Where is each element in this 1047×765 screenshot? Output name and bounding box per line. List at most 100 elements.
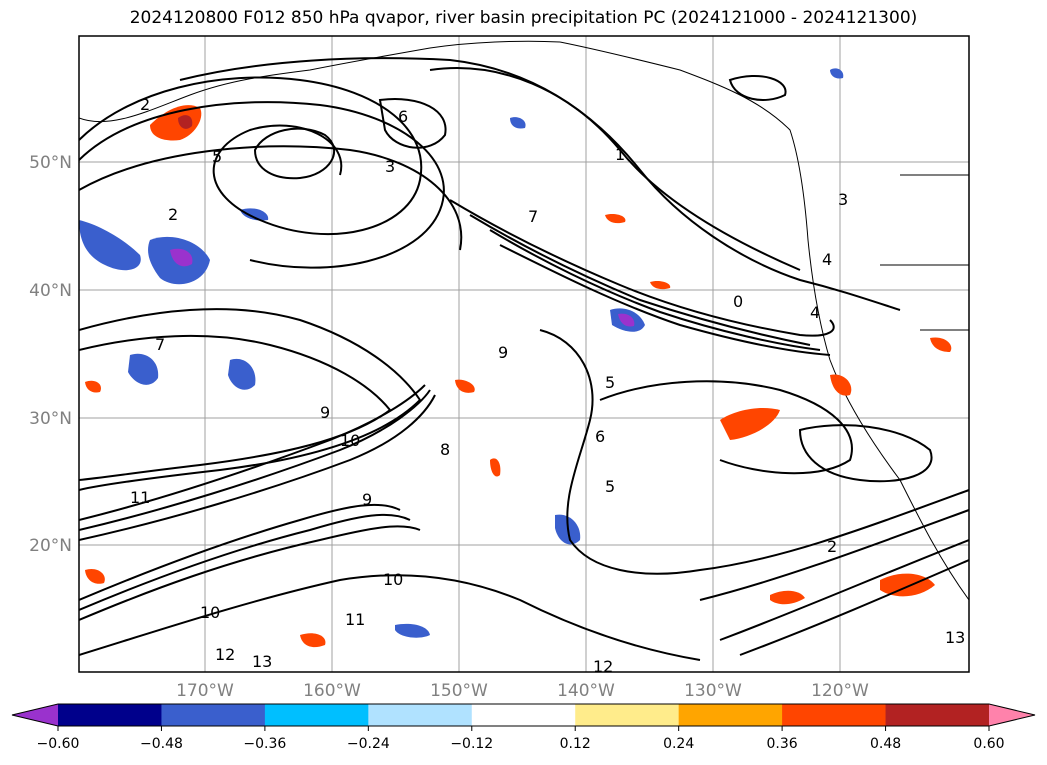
contour-line	[79, 513, 411, 611]
contour-label: 12	[593, 657, 613, 676]
lat-label: 20°N	[29, 536, 72, 556]
contour-line	[79, 389, 431, 531]
colorbar-tick-label: −0.48	[140, 736, 183, 752]
contour-line	[798, 424, 933, 483]
contour-line	[79, 145, 463, 251]
shade-negative	[510, 117, 526, 129]
shade-negative	[830, 68, 844, 79]
lon-label: 130°W	[684, 681, 742, 701]
contour-label: 11	[130, 488, 150, 507]
shade-positive	[85, 568, 105, 584]
contour-label: 10	[383, 570, 403, 589]
colorbar-cell	[161, 704, 266, 726]
colorbar-cell	[264, 704, 369, 726]
colorbar-tick-label: 0.36	[767, 736, 798, 752]
contour-label: 0	[733, 292, 743, 311]
contour-labels: 2 5 6 3 1 2 7 7 5 9 10 11 9 6 8 5 10 11 …	[130, 95, 965, 676]
contour-label: 9	[320, 403, 330, 422]
contour-line	[79, 384, 426, 521]
shade-negative	[240, 208, 269, 221]
colorbar-cell	[58, 704, 162, 726]
lon-label: 160°W	[303, 681, 361, 701]
lon-label: 140°W	[557, 681, 615, 701]
contour-label: 5	[605, 477, 615, 496]
lon-label: 150°W	[430, 681, 488, 701]
contour-line	[179, 57, 901, 311]
contour-line	[79, 574, 701, 661]
alaska-coast	[79, 40, 561, 123]
contour-label: 4	[822, 250, 832, 269]
contour-line	[429, 67, 801, 271]
shade-positive	[490, 458, 501, 477]
colorbar-cell	[471, 704, 576, 726]
shade-negative	[228, 358, 256, 390]
contour-line	[79, 394, 436, 541]
contour-line	[79, 503, 401, 601]
colorbar: −0.60 −0.48 −0.36 −0.24 −0.12 0.12 0.24 0.36 0.4…	[11, 703, 1036, 752]
shade-positive	[650, 280, 671, 290]
contour-label: 9	[498, 343, 508, 362]
contour-label: 1	[615, 145, 625, 164]
colorbar-tick-label: 0.24	[663, 736, 694, 752]
contour-label: 8	[440, 440, 450, 459]
colorbar-cell	[678, 704, 783, 726]
shade-positive	[880, 573, 935, 597]
contour-label: 2	[827, 537, 837, 556]
contour-label: 5	[212, 147, 222, 166]
contour-label: 13	[945, 628, 965, 647]
contour-label: 3	[838, 190, 848, 209]
contour-line	[599, 380, 853, 475]
qvapor-contours	[79, 57, 969, 661]
shade-positive	[830, 374, 852, 396]
graticule	[79, 36, 969, 672]
lat-label: 50°N	[29, 153, 72, 173]
contour-line	[539, 329, 969, 575]
contour-line	[699, 509, 969, 601]
shade-positive	[85, 380, 101, 393]
contour-line	[378, 98, 447, 149]
contour-line	[499, 244, 831, 356]
contour-label: 6	[398, 107, 408, 126]
colorbar-tick-label: −0.12	[450, 736, 493, 752]
contour-label: 7	[528, 207, 538, 226]
contour-line	[739, 559, 969, 656]
shade-positive	[720, 408, 780, 440]
colorbar-extend-high	[989, 704, 1035, 726]
colorbar-tick-label: −0.36	[243, 736, 286, 752]
shade-positive	[930, 337, 952, 352]
shade-negative	[170, 248, 193, 267]
shade-negative	[128, 353, 159, 385]
contour-label: 2	[168, 205, 178, 224]
shade-positive	[178, 115, 193, 129]
shade-negative	[618, 313, 635, 327]
lat-label: 30°N	[29, 409, 72, 429]
shade-positive	[150, 105, 202, 141]
contour-line	[728, 75, 787, 101]
contour-label: 5	[605, 373, 615, 392]
contour-label: 13	[252, 652, 272, 671]
contour-line	[79, 334, 392, 481]
colorbar-cell	[368, 704, 473, 726]
lon-label: 120°W	[811, 681, 869, 701]
map-area	[79, 36, 969, 672]
contour-line	[79, 101, 445, 269]
contour-line	[79, 525, 421, 621]
shade-positive	[455, 379, 475, 393]
contour-line	[719, 539, 969, 641]
shade-positive	[770, 590, 805, 605]
lon-axis: 170°W 160°W 150°W 140°W 130°W 120°W	[176, 681, 869, 701]
contour-label: 10	[200, 603, 220, 622]
contour-line	[489, 229, 821, 351]
contour-line	[449, 199, 835, 337]
contour-line	[79, 308, 422, 491]
map-border	[78, 35, 970, 673]
contour-line	[253, 127, 336, 180]
contour-label: 4	[810, 303, 820, 322]
shade-positive	[300, 633, 326, 648]
contour-line	[469, 214, 811, 346]
lat-axis: 50°N 40°N 30°N 20°N	[29, 153, 72, 556]
colorbar-cell	[575, 704, 680, 726]
contour-label: 7	[155, 335, 165, 354]
contour-label: 12	[215, 645, 235, 664]
